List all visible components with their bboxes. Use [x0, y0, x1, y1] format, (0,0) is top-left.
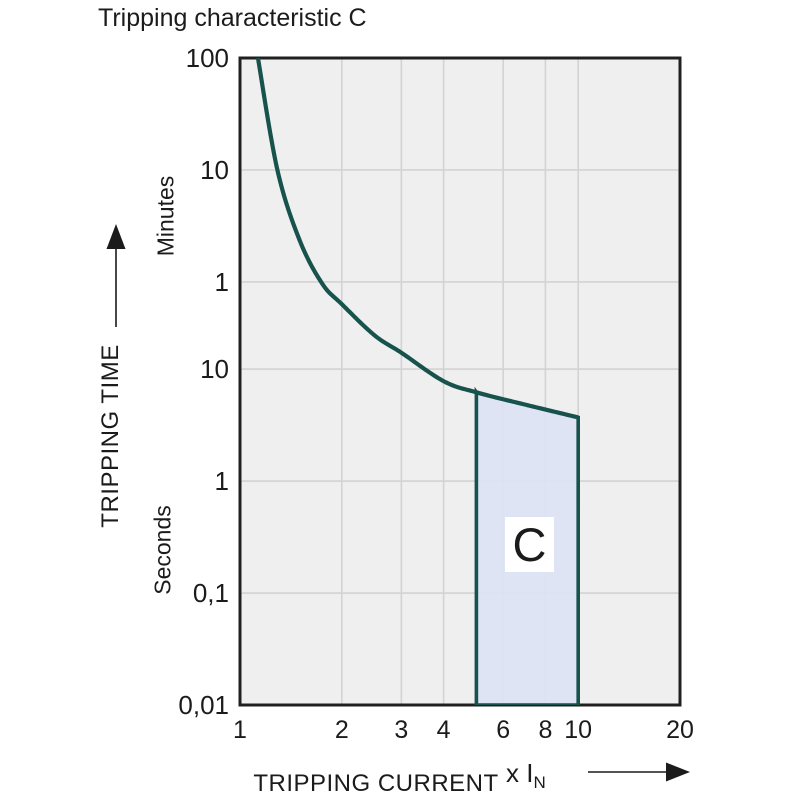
- x-axis-arrow-icon: [588, 762, 690, 782]
- x-tick-label: 10: [564, 716, 592, 744]
- y-axis-unit-minutes: Minutes: [152, 175, 179, 257]
- y-tick-label: 100: [186, 43, 229, 73]
- y-tick-label: 0,01: [178, 690, 229, 720]
- plot-frame: [238, 56, 682, 707]
- y-axis-title: TRIPPING TIME: [97, 344, 124, 528]
- x-axis-unit-text: x I: [506, 758, 534, 788]
- y-tick-label: 0,1: [193, 578, 229, 608]
- x-axis-unit: x IN: [506, 758, 546, 793]
- tripping-curve: [255, 58, 579, 420]
- y-tick-label: 10: [200, 155, 229, 185]
- plot-background: [240, 58, 680, 705]
- x-tick-label: 8: [538, 716, 552, 744]
- y-tick-label: 1: [215, 466, 229, 496]
- x-axis-unit-subscript: N: [533, 773, 546, 793]
- y-tick-label: 10: [200, 354, 229, 384]
- x-axis-title: TRIPPING CURRENT: [253, 770, 499, 797]
- plot-frame-group: [238, 56, 682, 707]
- plot-background-group: [240, 58, 680, 705]
- x-tick-label: 2: [335, 716, 349, 744]
- x-tick-label: 20: [666, 716, 694, 744]
- region-c-label: C: [505, 517, 554, 572]
- x-tick-label: 4: [437, 716, 451, 744]
- chart-title: Tripping characteristic C: [98, 4, 367, 32]
- y-axis-arrow-icon: [106, 224, 126, 327]
- y-tick-label: 1: [215, 267, 229, 297]
- x-tick-label: 3: [394, 716, 408, 744]
- x-tick-label: 6: [496, 716, 510, 744]
- x-tick-label: 1: [233, 716, 247, 744]
- y-axis-unit-seconds: Seconds: [149, 505, 176, 595]
